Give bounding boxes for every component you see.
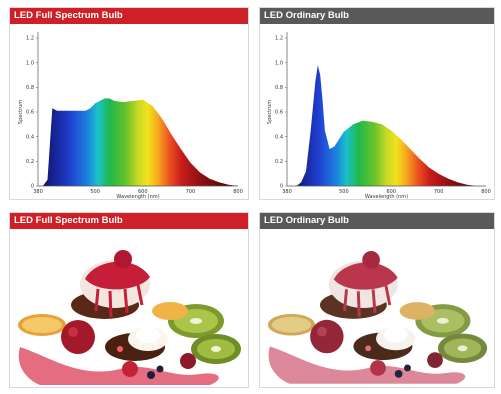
ordinary-y-tick-label: 0.4 bbox=[275, 134, 283, 140]
ordinary-x-tick-label: 500 bbox=[339, 189, 349, 195]
ordinary-y-tick-label: 0.6 bbox=[275, 110, 283, 116]
full-x-tick-label: 380 bbox=[33, 189, 43, 195]
ordinary-y-tick-label: 1.0 bbox=[275, 60, 283, 66]
ordinary-y-tick-label: 0.8 bbox=[275, 85, 283, 91]
full-y-tick-label: 0.4 bbox=[26, 134, 34, 140]
full-y-tick-label: 1.2 bbox=[26, 36, 34, 42]
chart-ordinary-title: LED Ordinary Bulb bbox=[260, 8, 494, 24]
ordinary-x-tick-label: 800 bbox=[481, 189, 491, 195]
full-y-axis-label: Spectrum bbox=[18, 100, 24, 124]
full-y-tick-label: 0.2 bbox=[26, 159, 34, 165]
photo-panel-ordinary: LED Ordinary Bulb bbox=[259, 212, 495, 388]
chart-panel-ordinary: LED Ordinary Bulb 0 0.2 0.4 0.6 0.8 1.0 1.2 380… bbox=[259, 7, 495, 200]
full-spectrum-area bbox=[38, 98, 238, 186]
ordinary-y-tick-label: 0.2 bbox=[275, 159, 283, 165]
dessert-photo-full-spectrum bbox=[10, 229, 248, 387]
ordinary-spectrum-chart: 0 0.2 0.4 0.6 0.8 1.0 1.2 380 500 600 700 800 Wavele… bbox=[267, 32, 491, 199]
dessert-photo-ordinary bbox=[260, 230, 494, 386]
photo-full-title: LED Full Spectrum Bulb bbox=[10, 213, 248, 229]
ordinary-x-tick-label: 380 bbox=[282, 189, 292, 195]
ordinary-x-tick-label: 600 bbox=[386, 189, 396, 195]
full-y-tick-label: 0.8 bbox=[26, 85, 34, 91]
full-x-tick-label: 600 bbox=[138, 189, 148, 195]
full-y-tick-label: 0.6 bbox=[26, 110, 34, 116]
photo-ordinary-title: LED Ordinary Bulb bbox=[260, 213, 494, 229]
photo-panel-full-spectrum: LED Full Spectrum Bulb bbox=[9, 212, 249, 388]
full-y-tick-label: 1.0 bbox=[26, 60, 34, 66]
ordinary-x-tick-label: 700 bbox=[434, 189, 444, 195]
full-x-tick-label: 500 bbox=[90, 189, 100, 195]
ordinary-y-tick-label: 0 bbox=[280, 184, 283, 190]
full-y-tick-label: 0 bbox=[31, 184, 34, 190]
ordinary-spectrum-area bbox=[287, 65, 486, 186]
full-spectrum-chart: 0 0.2 0.4 0.6 0.8 1.0 1.2 380 500 600 700 800 Wavele… bbox=[18, 32, 243, 199]
full-x-tick-label: 700 bbox=[186, 189, 196, 195]
full-x-axis-label: Wavelength (nm) bbox=[116, 194, 159, 199]
ordinary-y-tick-label: 1.2 bbox=[275, 36, 283, 42]
chart-panel-full-spectrum: LED Full Spectrum Bulb 0 0.2 0.4 0.6 0.8 1.0 1… bbox=[9, 7, 249, 200]
full-x-tick-label: 800 bbox=[233, 189, 243, 195]
ordinary-y-axis-label: Spectrum bbox=[267, 100, 273, 124]
ordinary-x-axis-label: Wavelength (nm) bbox=[365, 194, 408, 199]
chart-full-title: LED Full Spectrum Bulb bbox=[10, 8, 248, 24]
